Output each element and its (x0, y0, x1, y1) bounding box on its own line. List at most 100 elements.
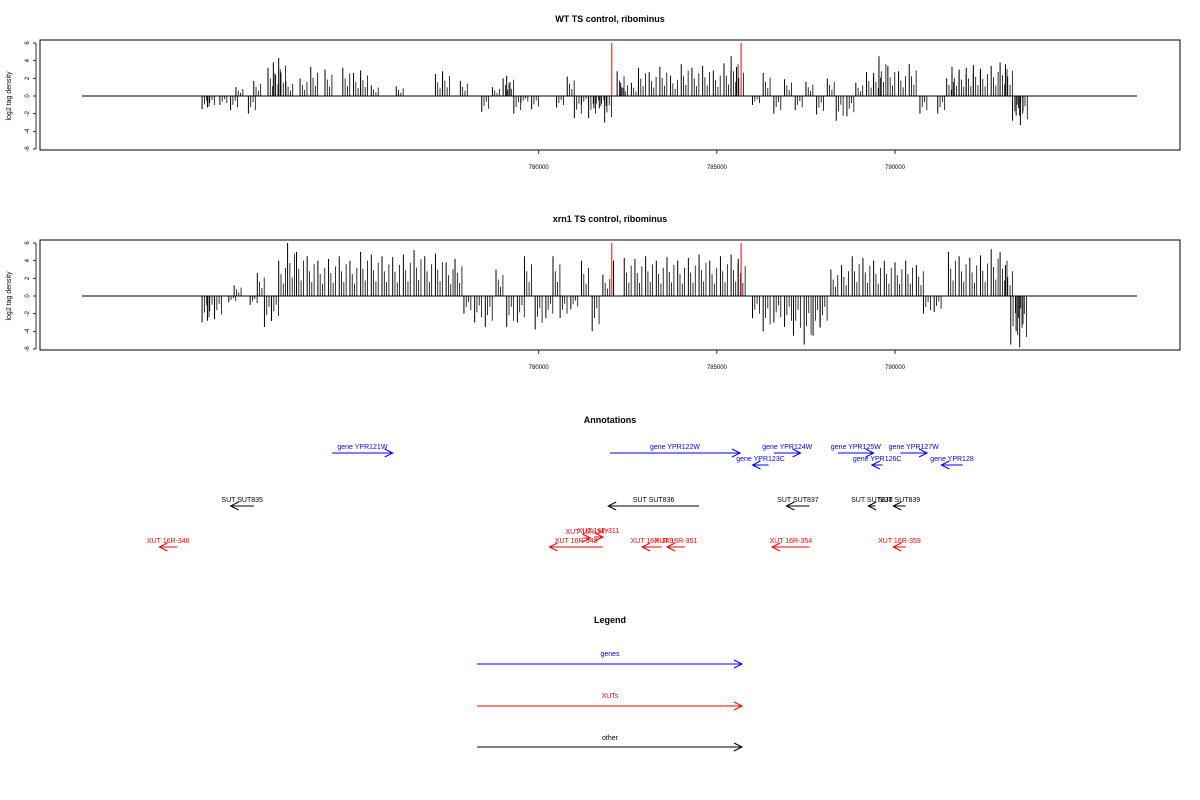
feature-arrow-head (594, 532, 604, 542)
legend-title: Legend (594, 615, 626, 625)
feature-label: SUT SUT838 (851, 497, 893, 504)
y-tick-label: -2 (25, 310, 31, 316)
legend-label-other: other (602, 735, 619, 742)
feature-label: SUT SUT839 (879, 497, 921, 504)
legend: Legend genes XUTs other (477, 615, 744, 752)
feature-arrow-head (548, 542, 558, 552)
annotation-feature: gene YPR126C (853, 456, 902, 470)
feature-label: XUT 16R-359 (878, 538, 921, 545)
annotation-feature: gene YPR121W (332, 444, 394, 458)
y-tick-label: 4 (25, 258, 31, 262)
annotations-track: Annotations gene YPR121W gene YPR122W gene… (147, 415, 974, 552)
x-tick-label: 785000 (707, 365, 728, 371)
feature-label: SUT SUT837 (777, 497, 819, 504)
legend-label-genes: genes (600, 651, 620, 658)
y-tick-label: 4 (25, 58, 31, 62)
annotation-feature: SUT SUT836 (607, 497, 700, 511)
feature-label: XUT 16R-351 (655, 538, 698, 545)
feature-label: gene YPR126C (853, 456, 902, 463)
x-tick-label: 790000 (885, 165, 906, 171)
feature-arrow-head (867, 501, 877, 511)
y-tick-label: 2 (25, 276, 31, 280)
feature-arrow-head (940, 460, 950, 470)
annotation-feature: XUT 16R-347 (566, 529, 609, 543)
feature-label: SUT SUT836 (633, 497, 675, 504)
x-tick-label: 780000 (529, 365, 550, 371)
feature-arrow-head (582, 533, 592, 543)
feature-label: gene YPR128 (930, 456, 974, 463)
annotation-feature: gene YPR122W (610, 444, 742, 458)
annotation-feature: gene YPR125W (831, 444, 881, 458)
feature-arrow-head (607, 501, 617, 511)
legend-label-xuts: XUTs (602, 693, 619, 700)
feature-label: XUT 16R-347 (566, 529, 609, 536)
feature-label: gene YPR125W (831, 444, 881, 451)
feature-arrow-head (892, 542, 902, 552)
annotation-feature: XUT 16R-351 (655, 538, 698, 552)
y-tick-label: -6 (25, 146, 31, 152)
annotation-feature: gene YPR127W (889, 444, 939, 458)
feature-arrow-head (384, 448, 394, 458)
panel-title: WT TS control, ribominus (555, 14, 665, 24)
feature-arrow-head (770, 542, 781, 552)
feature-arrow-head (792, 448, 802, 458)
feature-arrow-head (665, 542, 676, 552)
feature-arrow-head (751, 460, 761, 470)
annotation-feature: SUT SUT835 (221, 497, 263, 511)
annotation-feature: XUT 16R-354 (769, 538, 812, 552)
y-tick-label: -4 (25, 328, 31, 334)
feature-arrow-head (785, 501, 795, 511)
feature-label: XUT 16R-354 (769, 538, 812, 545)
feature-label: XUT 16F-311 (578, 528, 619, 535)
feature-arrow-head (731, 448, 742, 458)
xrn1-tag-density-panel: xrn1 TS control, ribominus log2 tag densi… (6, 214, 1181, 371)
feature-label: XUT 16R-346 (147, 538, 190, 545)
feature-arrow-head (229, 501, 239, 511)
annotation-feature: gene YPR123C (736, 456, 785, 470)
annotation-feature: XUT 16R-359 (878, 538, 921, 552)
feature-arrow-head (640, 542, 651, 552)
feature-label: SUT SUT835 (221, 497, 263, 504)
y-tick-label: -4 (25, 128, 31, 134)
feature-label: XUT 16R-348 (555, 538, 598, 545)
annotation-feature: SUT SUT839 (879, 497, 921, 511)
feature-arrow-head (918, 448, 929, 458)
x-tick-label: 780000 (529, 165, 550, 171)
feature-label: XUT 16R-349 (631, 538, 674, 545)
annotation-feature: gene YPR124W (762, 444, 813, 458)
y-tick-label: -2 (25, 110, 31, 116)
feature-arrow-head (892, 501, 902, 511)
x-tick-label: 785000 (707, 165, 728, 171)
wt-tag-density-panel: WT TS control, ribominus log2 tag density… (6, 14, 1181, 171)
y-tick-label: 6 (25, 41, 31, 45)
feature-label: gene YPR124W (762, 444, 812, 451)
legend-arrow-other-head (733, 742, 744, 752)
y-axis-label: log2 tag density (6, 271, 13, 321)
feature-arrow-head (865, 448, 875, 458)
feature-label: gene YPR123C (736, 456, 785, 463)
annotation-feature: XUT 16R-349 (631, 538, 674, 552)
annotation-feature: XUT 16F-311 (578, 528, 619, 542)
feature-label: gene YPR127W (889, 444, 939, 451)
panel-title: xrn1 TS control, ribominus (553, 214, 668, 224)
y-tick-label: 0 (25, 294, 31, 298)
legend-arrow-xuts-head (733, 701, 744, 711)
annotation-feature: SUT SUT837 (777, 497, 819, 511)
feature-arrow-head (870, 460, 881, 470)
y-tick-label: 6 (25, 241, 31, 245)
y-tick-label: -6 (25, 346, 31, 352)
y-tick-label: 0 (25, 94, 31, 98)
plot-frame (39, 39, 1181, 151)
annotations-title: Annotations (584, 415, 637, 425)
feature-label: gene YPR122W (650, 444, 700, 451)
annotation-feature: XUT 16R-346 (147, 538, 190, 552)
annotation-features: gene YPR121W gene YPR122W gene YPR124W gene… (147, 444, 974, 552)
y-tick-label: 2 (25, 76, 31, 80)
feature-arrow-head (158, 542, 168, 552)
y-axis-label: log2 tag density (6, 71, 13, 121)
annotation-feature: SUT SUT838 (851, 497, 893, 511)
annotation-feature: XUT 16R-348 (548, 538, 603, 552)
feature-label: gene YPR121W (337, 444, 387, 451)
annotation-feature: gene YPR128 (930, 456, 974, 470)
